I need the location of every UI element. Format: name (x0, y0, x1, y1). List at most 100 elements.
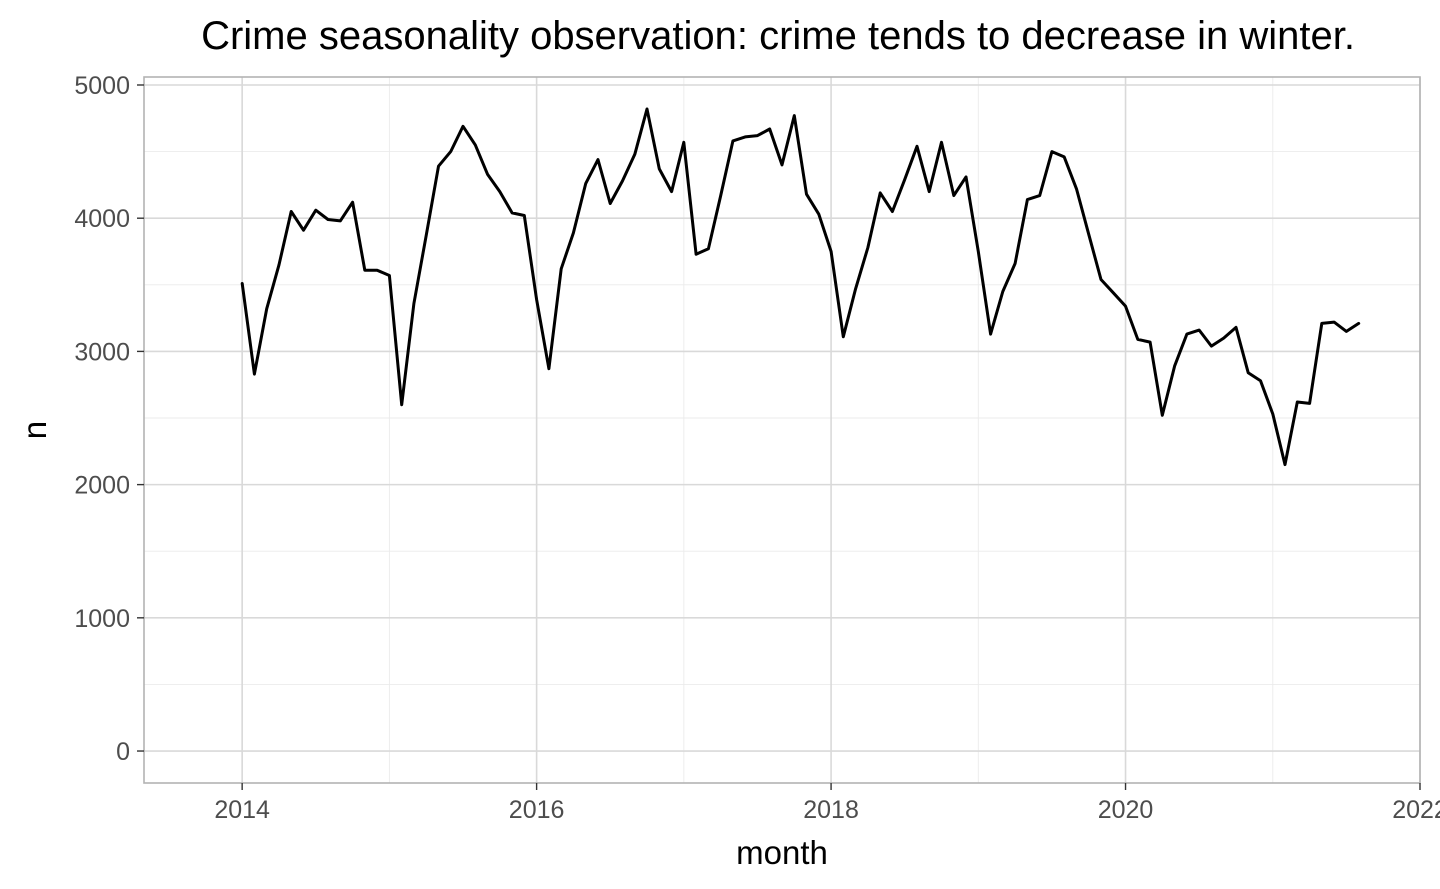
data-point (841, 335, 845, 339)
data-point (1075, 187, 1079, 191)
data-point (1087, 232, 1091, 236)
data-point (375, 268, 379, 272)
data-point (854, 287, 858, 291)
minor-gridlines (144, 77, 1420, 783)
data-point (768, 127, 772, 131)
data-point (1295, 400, 1299, 404)
x-tick-label: 2022 (1392, 796, 1440, 824)
data-point (670, 190, 674, 194)
series-line (240, 107, 1361, 467)
data-point (584, 182, 588, 186)
y-tick-label: 2000 (74, 472, 130, 500)
chart-title: Crime seasonality observation: crime ten… (201, 14, 1355, 58)
data-point (1332, 320, 1336, 324)
data-point (571, 231, 575, 235)
data-point (1050, 150, 1054, 154)
data-point (1259, 379, 1263, 383)
data-point (719, 194, 723, 198)
data-point (633, 152, 637, 156)
data-point (621, 179, 625, 183)
data-point (338, 219, 342, 223)
data-point (743, 135, 747, 139)
y-axis-title: n (16, 421, 53, 439)
x-tick-label: 2014 (214, 796, 270, 824)
data-point (1234, 325, 1238, 329)
data-point (277, 263, 281, 267)
data-point (1271, 412, 1275, 416)
x-tick-label: 2020 (1098, 796, 1154, 824)
data-point (792, 114, 796, 118)
data-point (522, 214, 526, 218)
data-point (252, 372, 256, 376)
data-point (314, 208, 318, 212)
data-point (1209, 344, 1213, 348)
data-point (535, 298, 539, 302)
data-point (1357, 321, 1361, 325)
data-point (1185, 332, 1189, 336)
data-point (1344, 329, 1348, 333)
data-point (657, 167, 661, 171)
y-tick-label: 3000 (74, 338, 130, 366)
data-point (449, 150, 453, 154)
data-point (1038, 194, 1042, 198)
data-point (682, 140, 686, 144)
data-point (1136, 337, 1140, 341)
data-point (694, 252, 698, 256)
data-point (706, 247, 710, 251)
data-point (302, 228, 306, 232)
data-point (608, 202, 612, 206)
data-point (817, 212, 821, 216)
data-point (964, 175, 968, 179)
data-point (756, 134, 760, 138)
data-point (1001, 290, 1005, 294)
data-point (473, 143, 477, 147)
series-layer (240, 107, 1361, 467)
data-point (952, 194, 956, 198)
y-tick-label: 1000 (74, 605, 130, 633)
data-point (289, 210, 293, 214)
data-point (805, 192, 809, 196)
data-point (400, 403, 404, 407)
x-tick-label: 2018 (803, 796, 859, 824)
major-gridlines (144, 77, 1421, 783)
data-point (1246, 371, 1250, 375)
data-point (890, 210, 894, 214)
data-point (424, 234, 428, 238)
data-point (510, 211, 514, 215)
data-point (829, 250, 833, 254)
x-tick-label: 2016 (509, 796, 565, 824)
data-point (363, 268, 367, 272)
data-point (596, 158, 600, 162)
y-tick-label: 0 (116, 738, 130, 766)
data-point (559, 267, 563, 271)
data-point (731, 139, 735, 143)
data-point (437, 164, 441, 168)
data-point (1173, 364, 1177, 368)
data-point (1197, 328, 1201, 332)
x-axis-title: month (736, 834, 828, 871)
plot-panel-border (143, 76, 1421, 784)
data-point (1283, 463, 1287, 467)
y-tick-label: 4000 (74, 205, 130, 233)
data-point (1148, 340, 1152, 344)
data-point (903, 178, 907, 182)
data-point (351, 200, 355, 204)
data-point (976, 250, 980, 254)
data-point (866, 246, 870, 250)
data-point (547, 367, 551, 371)
y-axis: 0 1000 2000 3000 4000 5000 (74, 72, 144, 766)
data-point (878, 191, 882, 195)
data-point (645, 107, 649, 111)
data-point (265, 307, 269, 311)
data-point (940, 140, 944, 144)
data-point (1222, 336, 1226, 340)
data-point (1124, 304, 1128, 308)
data-point (927, 190, 931, 194)
data-point (989, 332, 993, 336)
data-point (1013, 262, 1017, 266)
data-point (1308, 401, 1312, 405)
data-point (240, 282, 244, 286)
data-point (486, 172, 490, 176)
data-point (1160, 413, 1164, 417)
